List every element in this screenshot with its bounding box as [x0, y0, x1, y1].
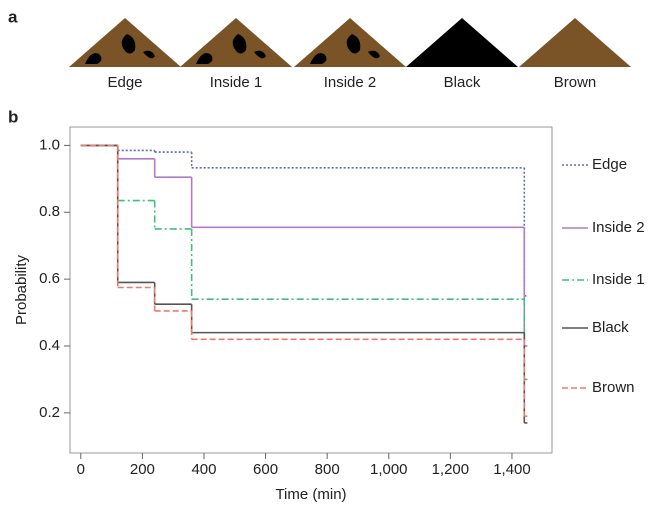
x-axis-label: Time (min) [275, 486, 346, 503]
triangle-label: Inside 1 [210, 74, 263, 91]
panel-label: a [8, 7, 18, 26]
figure: a b Time (min) Probability Edge Inside 1 I… [0, 0, 665, 506]
plot-frame [70, 127, 552, 453]
legend-label: Inside 1 [592, 271, 645, 288]
triangle-label: Inside 2 [324, 74, 377, 91]
x-tick-label: 1,200 [432, 461, 470, 478]
y-tick-label: 1.0 [39, 136, 60, 153]
legend-label: Brown [592, 379, 635, 396]
x-tick-label: 400 [191, 461, 216, 478]
x-tick-label: 800 [315, 461, 340, 478]
y-axis-label: Probability [13, 254, 30, 325]
x-tick-label: 1,000 [370, 461, 408, 478]
x-tick-label: 200 [130, 461, 155, 478]
y-tick-label: 0.2 [39, 404, 60, 421]
y-tick-label: 0.4 [39, 337, 60, 354]
x-tick-label: 1,400 [493, 461, 531, 478]
legend-label: Edge [592, 156, 627, 173]
y-tick-label: 0.6 [39, 270, 60, 287]
triangle [406, 18, 518, 67]
triangle [519, 18, 631, 67]
triangle-label: Edge [107, 74, 142, 91]
panel-label: b [8, 107, 18, 126]
legend-label: Black [592, 319, 629, 336]
legend-label: Inside 2 [592, 219, 645, 236]
x-tick-label: 600 [253, 461, 278, 478]
y-tick-label: 0.8 [39, 203, 60, 220]
triangle-label: Black [444, 74, 481, 91]
triangle-label: Brown [554, 74, 597, 91]
x-tick-label: 0 [77, 461, 85, 478]
